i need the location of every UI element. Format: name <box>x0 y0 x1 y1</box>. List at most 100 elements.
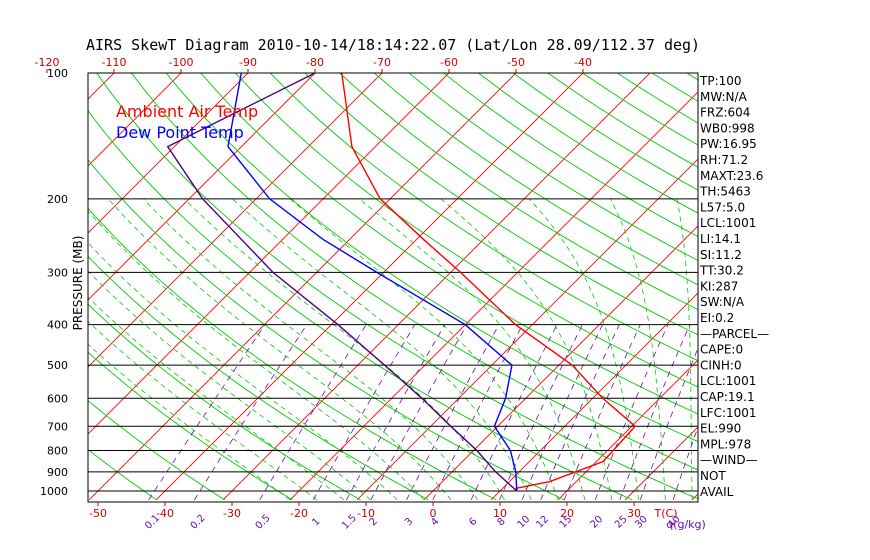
moist-adiabat-line <box>88 270 371 501</box>
dry-adiabat-line <box>408 73 698 261</box>
moist-adiabat-line <box>676 198 693 500</box>
moist-adiabat-line <box>232 198 532 501</box>
isotherm-line <box>826 64 870 500</box>
legend-entry: Dew Point Temp <box>116 123 244 142</box>
dry-adiabat-line <box>339 73 698 311</box>
pressure-tick-label: 800 <box>47 444 68 457</box>
mixing-ratio-tick-label: 10 <box>516 514 533 531</box>
mixing-ratio-tick-label: 2 <box>368 516 380 528</box>
top-temp-tick-label: -100 <box>169 56 194 69</box>
mixing-ratio-tick-label: 3 <box>403 516 415 528</box>
legend-entry: Ambient Air Temp <box>116 102 258 121</box>
index-label: CAPE:0 <box>700 343 743 357</box>
isotherm-line <box>356 158 698 501</box>
top-temp-tick-label: -50 <box>507 56 525 69</box>
bottom-temp-tick-label: -20 <box>290 507 308 520</box>
index-label: SW:N/A <box>700 295 745 309</box>
dry-adiabat-line <box>131 73 698 471</box>
mixing-ratio-line <box>148 324 266 501</box>
pressure-tick-label: 600 <box>47 392 68 405</box>
isotherm-line <box>222 73 651 501</box>
dry-adiabat-line <box>88 207 497 501</box>
mixing-ratio-tick-label: 0.5 <box>254 513 273 532</box>
mixing-ratio-line <box>594 324 669 501</box>
parcel-line <box>166 73 518 492</box>
mixing-ratio-line <box>259 324 367 501</box>
mixing-ratio-line <box>672 425 698 501</box>
index-label: TH:5463 <box>699 185 751 199</box>
mixing-ratio-line <box>312 324 416 501</box>
index-label: MPL:978 <box>700 437 751 451</box>
top-temp-tick-label: -110 <box>102 56 127 69</box>
index-label: WB0:998 <box>700 121 755 135</box>
index-label: NOT <box>700 469 726 483</box>
mixing-ratio-line <box>499 324 583 501</box>
mixing-ratio-line <box>346 324 446 501</box>
bottom-temp-tick-label: 0 <box>430 507 437 520</box>
top-temp-tick-label: -70 <box>373 56 391 69</box>
mixing-ratio-axis-label: q(g/kg) <box>666 518 706 531</box>
moist-adiabat-line <box>610 198 666 500</box>
index-label: CINH:0 <box>700 358 742 372</box>
dry-adiabat-line <box>269 73 698 362</box>
dew-point-temp-line <box>227 73 518 492</box>
dry-adiabat-line <box>88 448 157 501</box>
chart-legend: Ambient Air Temp Dew Point Temp <box>116 102 258 142</box>
pressure-tick-label: 500 <box>47 359 68 372</box>
bottom-temp-tick-label: 20 <box>560 507 574 520</box>
dry-adiabat-line <box>88 399 225 501</box>
top-temp-tick-label: -80 <box>306 56 324 69</box>
isotherm-line <box>423 225 698 501</box>
top-temp-tick-label: -90 <box>239 56 257 69</box>
mixing-ratio-tick-label: 6 <box>467 516 479 528</box>
mixing-ratio-line <box>370 324 468 501</box>
chart-grid <box>88 64 870 501</box>
pressure-tick-label: 1000 <box>40 485 68 498</box>
pressure-tick-label: 100 <box>47 67 68 80</box>
top-temp-tick-label: -120 <box>35 56 60 69</box>
index-label: FRZ:604 <box>700 106 750 120</box>
plot-frame <box>87 72 699 503</box>
mixing-ratio-tick-label: 0.2 <box>189 513 208 532</box>
moist-adiabat-line <box>183 198 505 501</box>
mixing-ratio-line <box>563 324 641 501</box>
moist-adiabat-line <box>88 296 344 501</box>
dry-adiabat-line <box>374 73 698 286</box>
mixing-ratio-line <box>619 324 691 501</box>
index-label: EL:990 <box>700 422 741 436</box>
isotherm-line <box>88 73 450 435</box>
mixing-ratio-line <box>194 324 308 501</box>
pressure-tick-label: 300 <box>47 266 68 279</box>
index-label: CAP:19.1 <box>700 390 755 404</box>
index-label: MAXT:23.6 <box>700 169 763 183</box>
y-axis-label: PRESSURE (MB) <box>71 236 85 331</box>
moist-adiabat-line <box>143 198 479 501</box>
dry-adiabat-line <box>88 255 429 501</box>
dry-adiabat-line <box>478 73 698 214</box>
moist-adiabat-line <box>88 242 398 501</box>
bottom-temp-tick-label: -40 <box>156 507 174 520</box>
ambient-air-temp-line <box>341 73 637 492</box>
isotherm-line <box>155 73 584 501</box>
dry-adiabat-line <box>96 73 698 500</box>
mixing-ratio-line <box>432 324 523 501</box>
dry-adiabat-line <box>88 351 293 501</box>
mixing-ratio-tick-label: 20 <box>588 514 605 531</box>
chart-series <box>166 73 637 492</box>
x-axis-label: T(C) <box>654 507 678 520</box>
top-temp-tick-label: -60 <box>440 56 458 69</box>
bottom-temp-tick-label: -50 <box>89 507 107 520</box>
bottom-temp-tick-label: -30 <box>223 507 241 520</box>
bottom-temp-tick-label: 30 <box>627 507 641 520</box>
moist-adiabat-line <box>358 198 586 500</box>
dry-adiabat-line <box>88 159 565 501</box>
pressure-tick-label: 400 <box>47 319 68 332</box>
index-label: LFC:1001 <box>700 406 757 420</box>
mixing-ratio-line <box>540 324 620 501</box>
index-label: EI:0.2 <box>700 311 734 325</box>
isotherm-line <box>490 292 698 501</box>
index-label: AVAIL <box>700 485 734 499</box>
